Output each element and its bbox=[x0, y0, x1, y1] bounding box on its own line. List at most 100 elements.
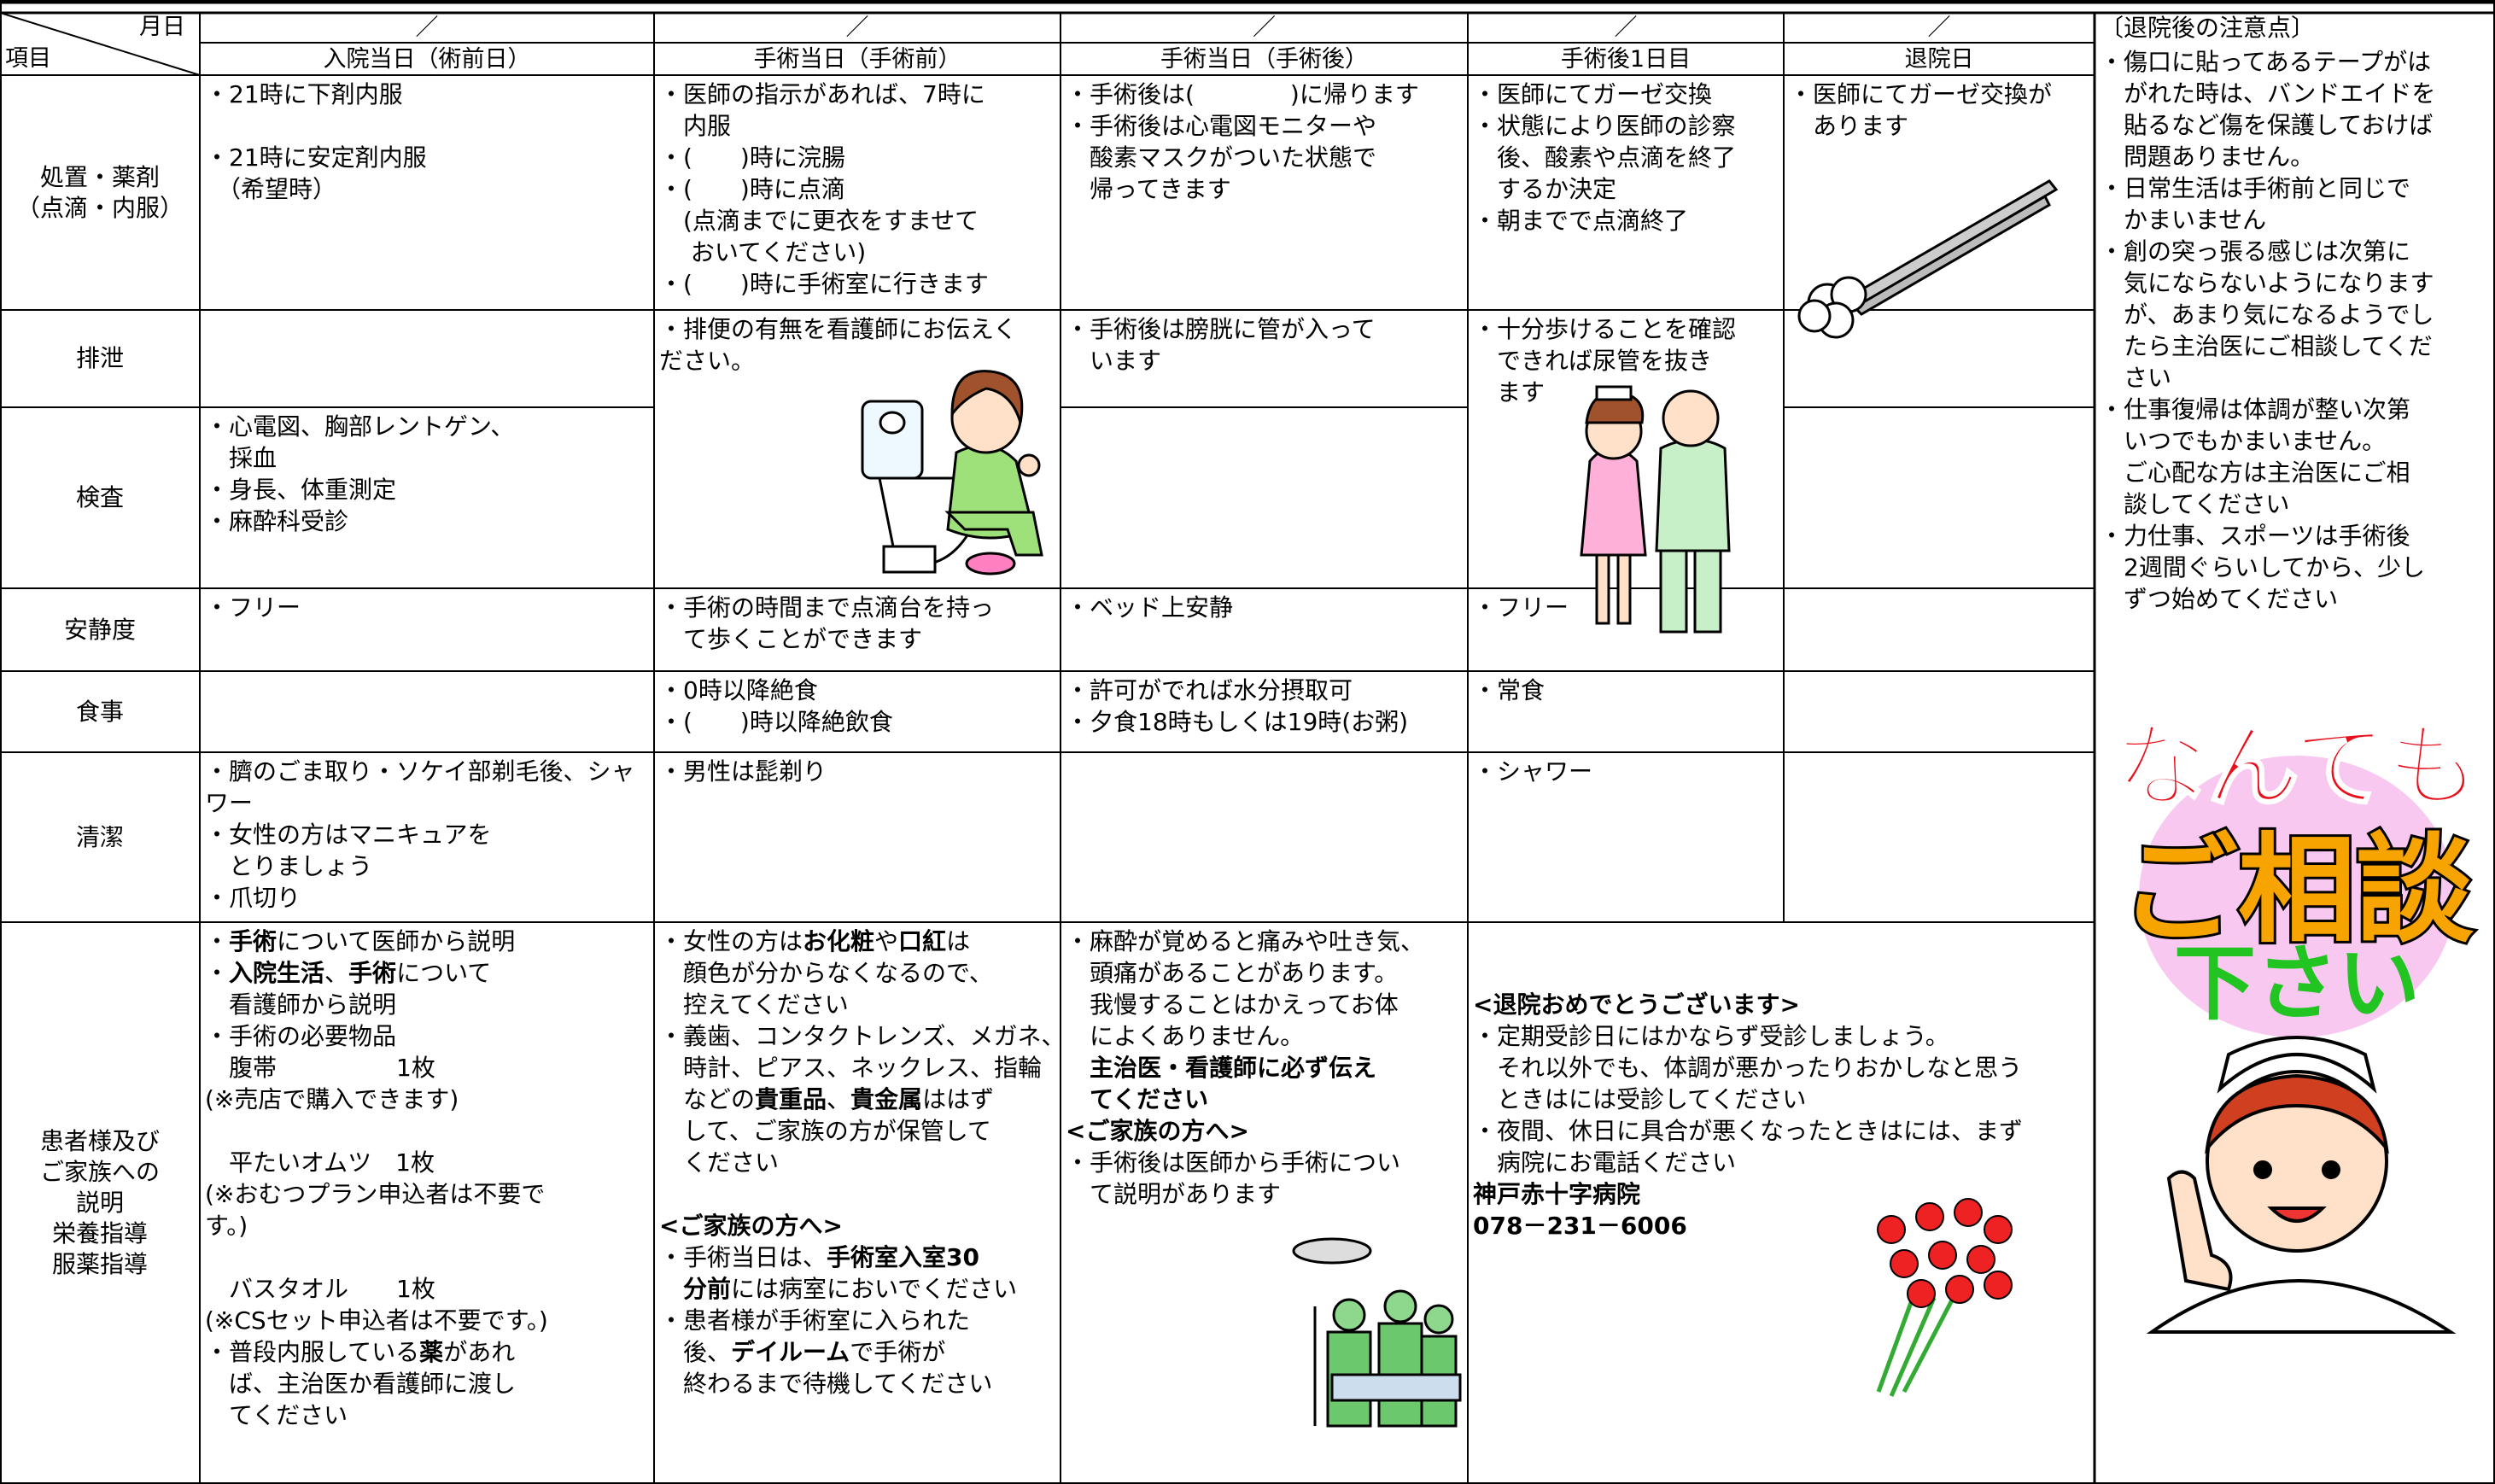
text-run: 、 bbox=[324, 959, 349, 987]
date-mark: ／ bbox=[1253, 15, 1276, 41]
text-block: バスタオル 1枚 (※CSセット申込者は不要です。) ・普段内服している薬があれ ば… bbox=[205, 1273, 649, 1431]
text-line: 酸素マスクがついた状態で bbox=[1066, 143, 1377, 172]
text-line: て歩くことができます bbox=[659, 625, 923, 653]
notes-title: 〔退院後の注意点〕 bbox=[2100, 14, 2316, 42]
text-block: ・排便の有無を看護師にお伝えく ださい。 bbox=[659, 313, 1055, 377]
walking-illustration bbox=[1580, 385, 1731, 634]
table-cell: ・手術について医師から説明 ・入院生活、手術について 看護師から説明 ・手術の必要物… bbox=[200, 922, 654, 1484]
table-cell: ・麻酔が覚めると痛みや吐き気、 頭痛があることがあります。 我慢することはかえっ… bbox=[1061, 922, 1468, 1484]
text-run: があれ bbox=[443, 1338, 516, 1366]
row-label: 清潔 bbox=[0, 752, 200, 922]
text-line: ・医師にてガーゼ交換 bbox=[1473, 80, 1713, 108]
cell-border bbox=[199, 309, 655, 408]
text-line: ・十分歩けることを確認 bbox=[1473, 315, 1737, 343]
note-line: 問題ありません。 bbox=[2100, 143, 2315, 171]
text-block: ・医師の指示があれば、7時に 内服 ・( )時に浣腸 ・( )時に点滴 (点滴までに… bbox=[659, 79, 1055, 300]
text-block: ・医師にてガーゼ交換 ・状態により医師の診察 後、酸素や点滴を終了 するか決定 ・朝… bbox=[1473, 79, 1779, 237]
text-line: 内服 bbox=[659, 112, 732, 140]
text-line: ・( )時以降絶飲食 bbox=[659, 708, 893, 736]
text-line: ・麻酔が覚めると痛みや吐き気、 bbox=[1066, 927, 1425, 955]
text-line: おいてください) bbox=[659, 238, 867, 266]
text-run: で手術が bbox=[850, 1338, 946, 1366]
text-run: ・ bbox=[205, 927, 230, 955]
text-line: 078－231－6006 bbox=[1473, 1212, 1687, 1240]
text-line: ・心電図、胸部レントゲン、 bbox=[205, 412, 515, 441]
cell-border bbox=[1783, 587, 2095, 672]
cell-border bbox=[1467, 921, 2095, 1484]
text-line: ださい。 bbox=[659, 347, 756, 375]
text-run: 手術 bbox=[229, 927, 278, 955]
text-line: す。) bbox=[205, 1212, 248, 1240]
table-cell: ・心電図、胸部レントゲン、 採血 ・身長、体重測定 ・麻酔科受診 bbox=[200, 407, 654, 588]
row-label-line: 服薬指導 bbox=[51, 1250, 148, 1278]
text-line: てください bbox=[205, 1401, 348, 1429]
table-cell: ・常食 bbox=[1468, 671, 1784, 752]
date-mark: ／ bbox=[845, 15, 869, 41]
text-line: バスタオル 1枚 bbox=[205, 1275, 435, 1303]
text-run: 、 bbox=[827, 1085, 851, 1113]
text-line: ・入院生活、手術について bbox=[205, 957, 649, 989]
table-cell: ・許可がでれば水分摂取可 ・夕食18時もしくは19時(お粥) bbox=[1061, 671, 1468, 752]
text-line: ・フリー bbox=[1473, 593, 1569, 622]
table-cell: ・女性の方はお化粧や口紅は 顔色が分からなくなるので、 控えてください ・義歯、コ… bbox=[654, 922, 1065, 1484]
cell-border bbox=[1783, 74, 2095, 311]
text-run: 後、 bbox=[659, 1338, 732, 1366]
text-line: 平たいオムツ 1枚 bbox=[205, 1148, 435, 1177]
text-line: ・臍のごま取り・ソケイ部剃毛後、シャ bbox=[205, 757, 635, 786]
text-line: (※CSセット申込者は不要です。) bbox=[205, 1306, 548, 1335]
text-line: 分前には病室においでください bbox=[659, 1273, 1055, 1305]
text-line: ・常食 bbox=[1473, 676, 1545, 704]
callout-bubble bbox=[2139, 756, 2455, 1037]
column-header: 手術当日（手術前） bbox=[753, 46, 961, 73]
cell-border bbox=[1783, 670, 2095, 753]
text-run: 入院生活 bbox=[229, 959, 325, 987]
text-line: <ご家族の方へ> bbox=[659, 1212, 843, 1240]
note-line: いつでもかまいません。 bbox=[2100, 427, 2387, 455]
table-cell: ・手術の時間まで点滴台を持っ て歩くことができます bbox=[654, 588, 1061, 671]
text-line: 顔色が分からなくなるので、 bbox=[659, 959, 993, 987]
table-cell: ・フリー bbox=[1468, 588, 1784, 671]
text-line: 時計、ピアス、ネックレス、指輪 bbox=[659, 1054, 1043, 1082]
row-label: 検査 bbox=[0, 407, 200, 588]
note-line: かまいません bbox=[2100, 206, 2267, 234]
row-label: 排泄 bbox=[0, 310, 200, 407]
text-line: ・0時以降絶食 bbox=[659, 676, 818, 704]
cell-border bbox=[1783, 406, 2095, 589]
column-header: 退院日 bbox=[1904, 46, 1974, 73]
text-line: ・シャワー bbox=[1473, 757, 1593, 786]
text-block: ・手術の時間まで点滴台を持っ て歩くことができます bbox=[659, 592, 1055, 655]
flowers-illustration bbox=[1876, 1198, 2013, 1397]
column-header: 入院当日（術前日） bbox=[323, 46, 531, 73]
text-line: ・手術の必要物品 bbox=[205, 1022, 397, 1050]
text-line: 帰ってきます bbox=[1066, 175, 1231, 203]
note-line: たら主治医にご相談してくだ bbox=[2100, 332, 2433, 360]
date-mark: ／ bbox=[415, 15, 439, 41]
forceps-illustration bbox=[1797, 179, 2059, 339]
nurse-illustration bbox=[2146, 1036, 2457, 1334]
text-line: できれば尿管を抜き bbox=[1473, 347, 1713, 375]
text-line: ください bbox=[659, 1148, 780, 1177]
text-block: ・21時に安定剤内服 （希望時） bbox=[205, 142, 649, 205]
note-line: が、あまり気になるようでし bbox=[2100, 301, 2434, 329]
text-line: 終わるまで待機してください bbox=[659, 1370, 993, 1398]
text-line: ・手術後は心電図モニターや bbox=[1066, 112, 1377, 140]
note-line: ご心配な方は主治医にご相 bbox=[2100, 459, 2410, 487]
text-line: （希望時） bbox=[205, 175, 337, 203]
text-run: ・ bbox=[205, 959, 230, 987]
text-line: (点滴までに更衣をすませて bbox=[659, 207, 979, 235]
text-line: 神戸赤十字病院 bbox=[1473, 1180, 1641, 1208]
text-line: それ以外でも、体調が悪かったりおかしなと思う bbox=[1473, 1054, 2023, 1082]
text-line: ば、主治医か看護師に渡し bbox=[205, 1370, 517, 1398]
text-run: ・女性の方は bbox=[659, 927, 803, 955]
text-run: 貴重品 bbox=[755, 1085, 827, 1113]
text-block: 平たいオムツ 1枚 (※おむつプラン申込者は不要で す。) bbox=[205, 1147, 649, 1242]
row-label: 食事 bbox=[0, 671, 200, 752]
note-line: 談してください bbox=[2100, 490, 2290, 518]
text-run: ・普段内服している bbox=[205, 1338, 420, 1366]
text-line: ・手術後は医師から手術につい bbox=[1066, 1148, 1401, 1177]
text-line: ・医師にてガーゼ交換が bbox=[1789, 80, 2053, 108]
text-line: などの貴重品、貴金属ははず bbox=[659, 1084, 1055, 1115]
text-line: ワー bbox=[205, 789, 254, 817]
